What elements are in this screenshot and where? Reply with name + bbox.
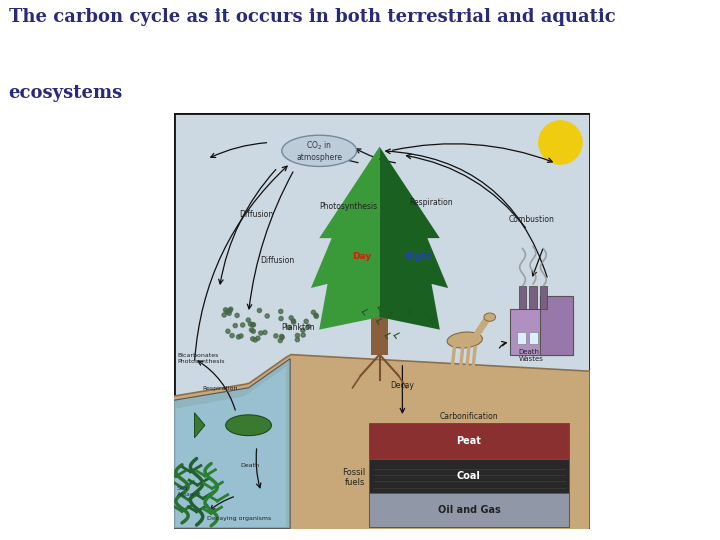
Circle shape [251,329,256,333]
Circle shape [279,309,283,314]
Circle shape [248,322,253,326]
Circle shape [263,330,267,334]
Circle shape [251,322,255,327]
Bar [529,332,539,344]
Circle shape [295,338,300,342]
Circle shape [307,325,310,328]
Circle shape [249,328,253,332]
Circle shape [229,307,233,312]
Circle shape [279,334,284,339]
Ellipse shape [225,415,271,436]
Text: Fossil
fuels: Fossil fuels [342,468,365,487]
Text: Oil and Gas: Oil and Gas [438,505,500,515]
Bar [517,332,526,344]
Circle shape [223,308,228,312]
Circle shape [222,313,226,317]
Polygon shape [194,413,205,438]
Circle shape [279,316,283,321]
Text: Diffusion: Diffusion [240,211,274,219]
Text: Respiration: Respiration [203,386,238,391]
Circle shape [251,323,256,327]
Ellipse shape [282,135,356,166]
Text: Day: Day [353,252,372,261]
Polygon shape [174,359,290,529]
Circle shape [230,334,234,338]
Bar [369,423,569,458]
Polygon shape [379,147,448,329]
Circle shape [304,319,308,323]
Circle shape [295,333,300,338]
Bar [539,296,573,355]
Ellipse shape [484,313,495,321]
Text: Photosynthesis: Photosynthesis [319,202,377,211]
Ellipse shape [447,332,482,348]
Circle shape [539,121,582,164]
Circle shape [258,331,263,335]
Bar [510,309,573,355]
Text: Peat: Peat [456,436,482,446]
Circle shape [228,308,232,313]
Circle shape [236,335,240,339]
Text: atmosphere: atmosphere [296,153,342,161]
Circle shape [274,334,278,338]
Circle shape [301,333,305,337]
Circle shape [292,319,295,323]
Text: Decaying organisms: Decaying organisms [207,516,271,521]
Text: Death: Death [240,463,259,468]
Circle shape [280,335,284,340]
Text: Coal: Coal [457,471,481,481]
Circle shape [314,314,318,319]
Circle shape [239,334,243,338]
Text: The carbon cycle as it occurs in both terrestrial and aquatic: The carbon cycle as it occurs in both te… [9,8,616,26]
Polygon shape [176,367,286,527]
Text: ecosystems: ecosystems [9,84,123,102]
Text: Decay: Decay [390,381,414,390]
Circle shape [251,337,255,341]
Bar [529,286,536,309]
Circle shape [278,339,282,342]
Circle shape [289,316,293,320]
Text: Night: Night [405,252,433,261]
Circle shape [233,323,238,328]
Text: Diffusion: Diffusion [261,256,294,265]
Text: CO$_2$ in: CO$_2$ in [306,139,332,152]
Circle shape [311,310,315,314]
Polygon shape [174,355,590,529]
Bar [372,309,388,355]
Text: Death
Wastes: Death Wastes [519,349,544,362]
Circle shape [235,313,239,318]
Text: Bicarbonates
Photosynthesis: Bicarbonates Photosynthesis [177,353,225,364]
Polygon shape [311,147,379,329]
Bar [369,458,569,493]
Text: Plankton: Plankton [282,322,315,332]
Circle shape [240,323,245,327]
Bar [519,286,526,309]
Circle shape [225,310,229,314]
Bar [539,286,547,309]
Circle shape [314,313,318,318]
Circle shape [227,311,231,315]
Circle shape [226,329,230,333]
Circle shape [246,318,251,322]
Circle shape [253,338,257,342]
Circle shape [257,308,261,313]
Circle shape [292,320,296,324]
Text: Respiration: Respiration [410,198,454,207]
Circle shape [265,314,269,318]
Circle shape [301,328,305,332]
Circle shape [256,336,260,340]
Bar [369,493,569,527]
Circle shape [287,326,291,329]
Text: Carbonification: Carbonification [440,412,498,421]
Text: Combustion: Combustion [508,214,554,224]
Text: Sea
Algae: Sea Algae [177,486,195,497]
